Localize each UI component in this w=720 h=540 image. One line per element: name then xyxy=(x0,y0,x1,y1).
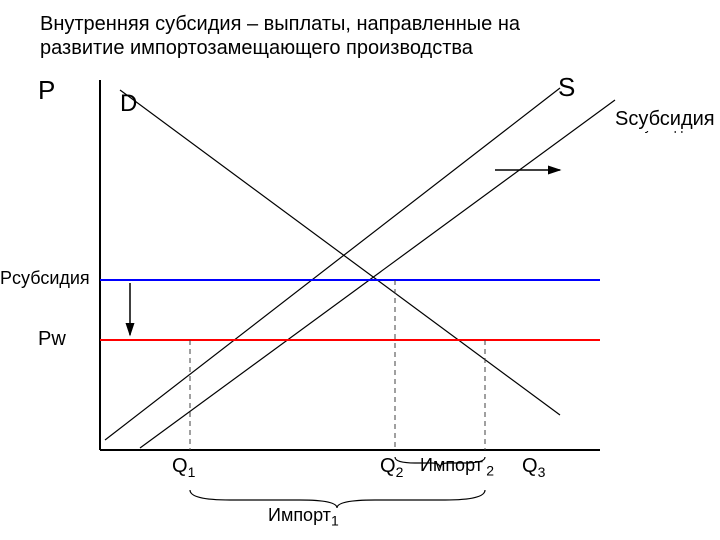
supply-line xyxy=(105,88,560,440)
label-p: P xyxy=(38,75,55,106)
label-q3: Q3 xyxy=(522,455,545,480)
label-s: S xyxy=(558,72,575,103)
label-d: D xyxy=(120,90,137,118)
label-pw: Pw xyxy=(38,328,66,351)
label-import1: Импорт1 xyxy=(268,505,339,529)
label-import2: Импорт 2 xyxy=(420,455,494,479)
label-q2: Q2 xyxy=(380,455,403,480)
subsidy-diagram xyxy=(0,0,720,540)
label-s-subsidy-full: Sсубсидия xyxy=(615,108,715,131)
supply-subsidy-line xyxy=(140,100,615,448)
label-p-subsidy: Pсубсидия xyxy=(0,268,90,289)
label-q1: Q1 xyxy=(172,455,195,480)
